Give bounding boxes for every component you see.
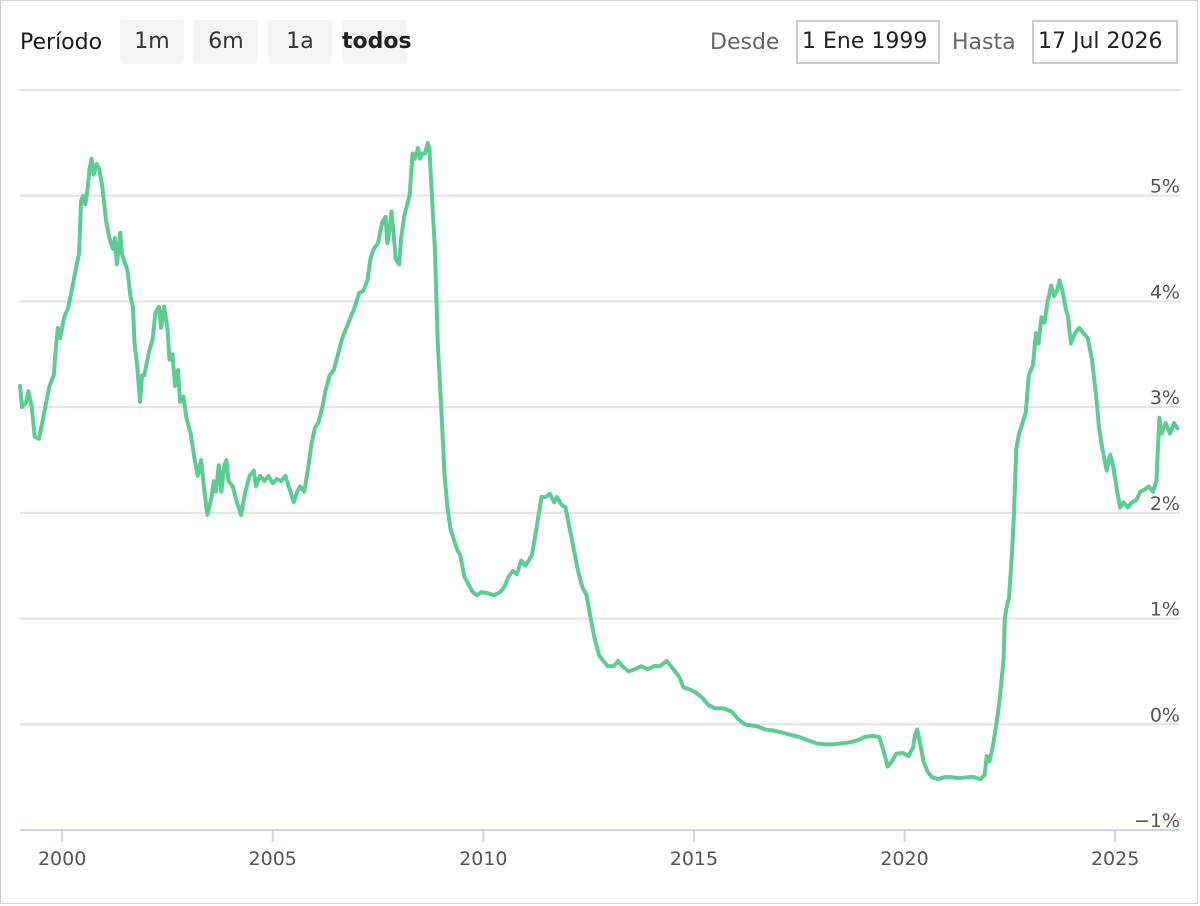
range-button-1m[interactable]: 1m: [120, 20, 184, 64]
range-selector-toolbar: Período 1m 6m 1a todos Desde 1 Ene 1999 …: [0, 0, 1200, 80]
y-tick-label: −1%: [1134, 810, 1180, 832]
range-button-todos[interactable]: todos: [342, 20, 412, 64]
x-tick-label: 2000: [38, 848, 86, 870]
series-line: [18, 140, 1180, 782]
period-label: Período: [20, 30, 103, 55]
range-button-1a[interactable]: 1a: [268, 20, 332, 64]
y-tick-label: 4%: [1150, 281, 1180, 303]
from-date-input[interactable]: 1 Ene 1999: [796, 20, 940, 64]
x-axis-ticks: 2000 2005 2010 2015 2020 2025: [38, 830, 1139, 870]
y-tick-label: 3%: [1150, 387, 1180, 409]
y-tick-label: 2%: [1150, 493, 1180, 515]
x-tick-label: 2005: [249, 848, 297, 870]
x-tick-label: 2020: [880, 848, 928, 870]
y-tick-label: 0%: [1150, 704, 1180, 726]
to-date-label: Hasta: [952, 30, 1016, 55]
from-date-label: Desde: [710, 30, 780, 55]
y-tick-label: 1%: [1150, 599, 1180, 621]
x-tick-label: 2010: [459, 848, 507, 870]
to-date-input[interactable]: 17 Jul 2026: [1032, 20, 1178, 64]
range-button-6m[interactable]: 6m: [194, 20, 258, 64]
x-tick-label: 2015: [670, 848, 718, 870]
x-tick-label: 2025: [1091, 848, 1139, 870]
grid-lines: [20, 89, 1180, 726]
y-axis-labels: 5% 4% 3% 2% 1% 0% −1%: [1134, 176, 1180, 832]
y-tick-label: 5%: [1150, 176, 1180, 198]
